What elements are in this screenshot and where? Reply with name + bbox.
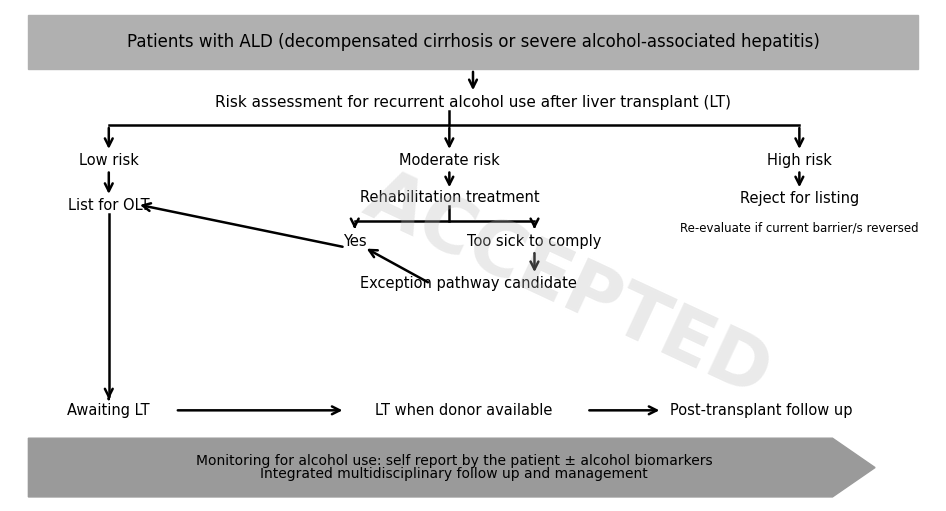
Text: Post-transplant follow up: Post-transplant follow up: [671, 403, 852, 418]
Text: Integrated multidisciplinary follow up and management: Integrated multidisciplinary follow up a…: [260, 467, 648, 481]
Text: Awaiting LT: Awaiting LT: [67, 403, 150, 418]
FancyArrow shape: [28, 438, 875, 497]
Text: Reject for listing: Reject for listing: [740, 191, 859, 206]
Text: Too sick to comply: Too sick to comply: [467, 234, 602, 249]
Text: Yes: Yes: [343, 234, 366, 249]
Text: Rehabilitation treatment: Rehabilitation treatment: [359, 190, 539, 205]
Text: Re-evaluate if current barrier/s reversed: Re-evaluate if current barrier/s reverse…: [680, 222, 919, 235]
Text: Patients with ALD (decompensated cirrhosis or severe alcohol-associated hepatiti: Patients with ALD (decompensated cirrhos…: [127, 33, 819, 51]
FancyBboxPatch shape: [28, 15, 918, 69]
Text: Low risk: Low risk: [79, 153, 139, 169]
Text: Exception pathway candidate: Exception pathway candidate: [359, 276, 577, 291]
Text: Risk assessment for recurrent alcohol use after liver transplant (LT): Risk assessment for recurrent alcohol us…: [215, 95, 731, 110]
Text: Moderate risk: Moderate risk: [399, 153, 499, 169]
Text: Monitoring for alcohol use: self report by the patient ± alcohol biomarkers: Monitoring for alcohol use: self report …: [196, 454, 712, 469]
Text: ACCEPTED: ACCEPTED: [354, 160, 781, 412]
Text: LT when donor available: LT when donor available: [375, 403, 552, 418]
Text: List for OLT: List for OLT: [68, 198, 149, 213]
Text: High risk: High risk: [767, 153, 832, 169]
